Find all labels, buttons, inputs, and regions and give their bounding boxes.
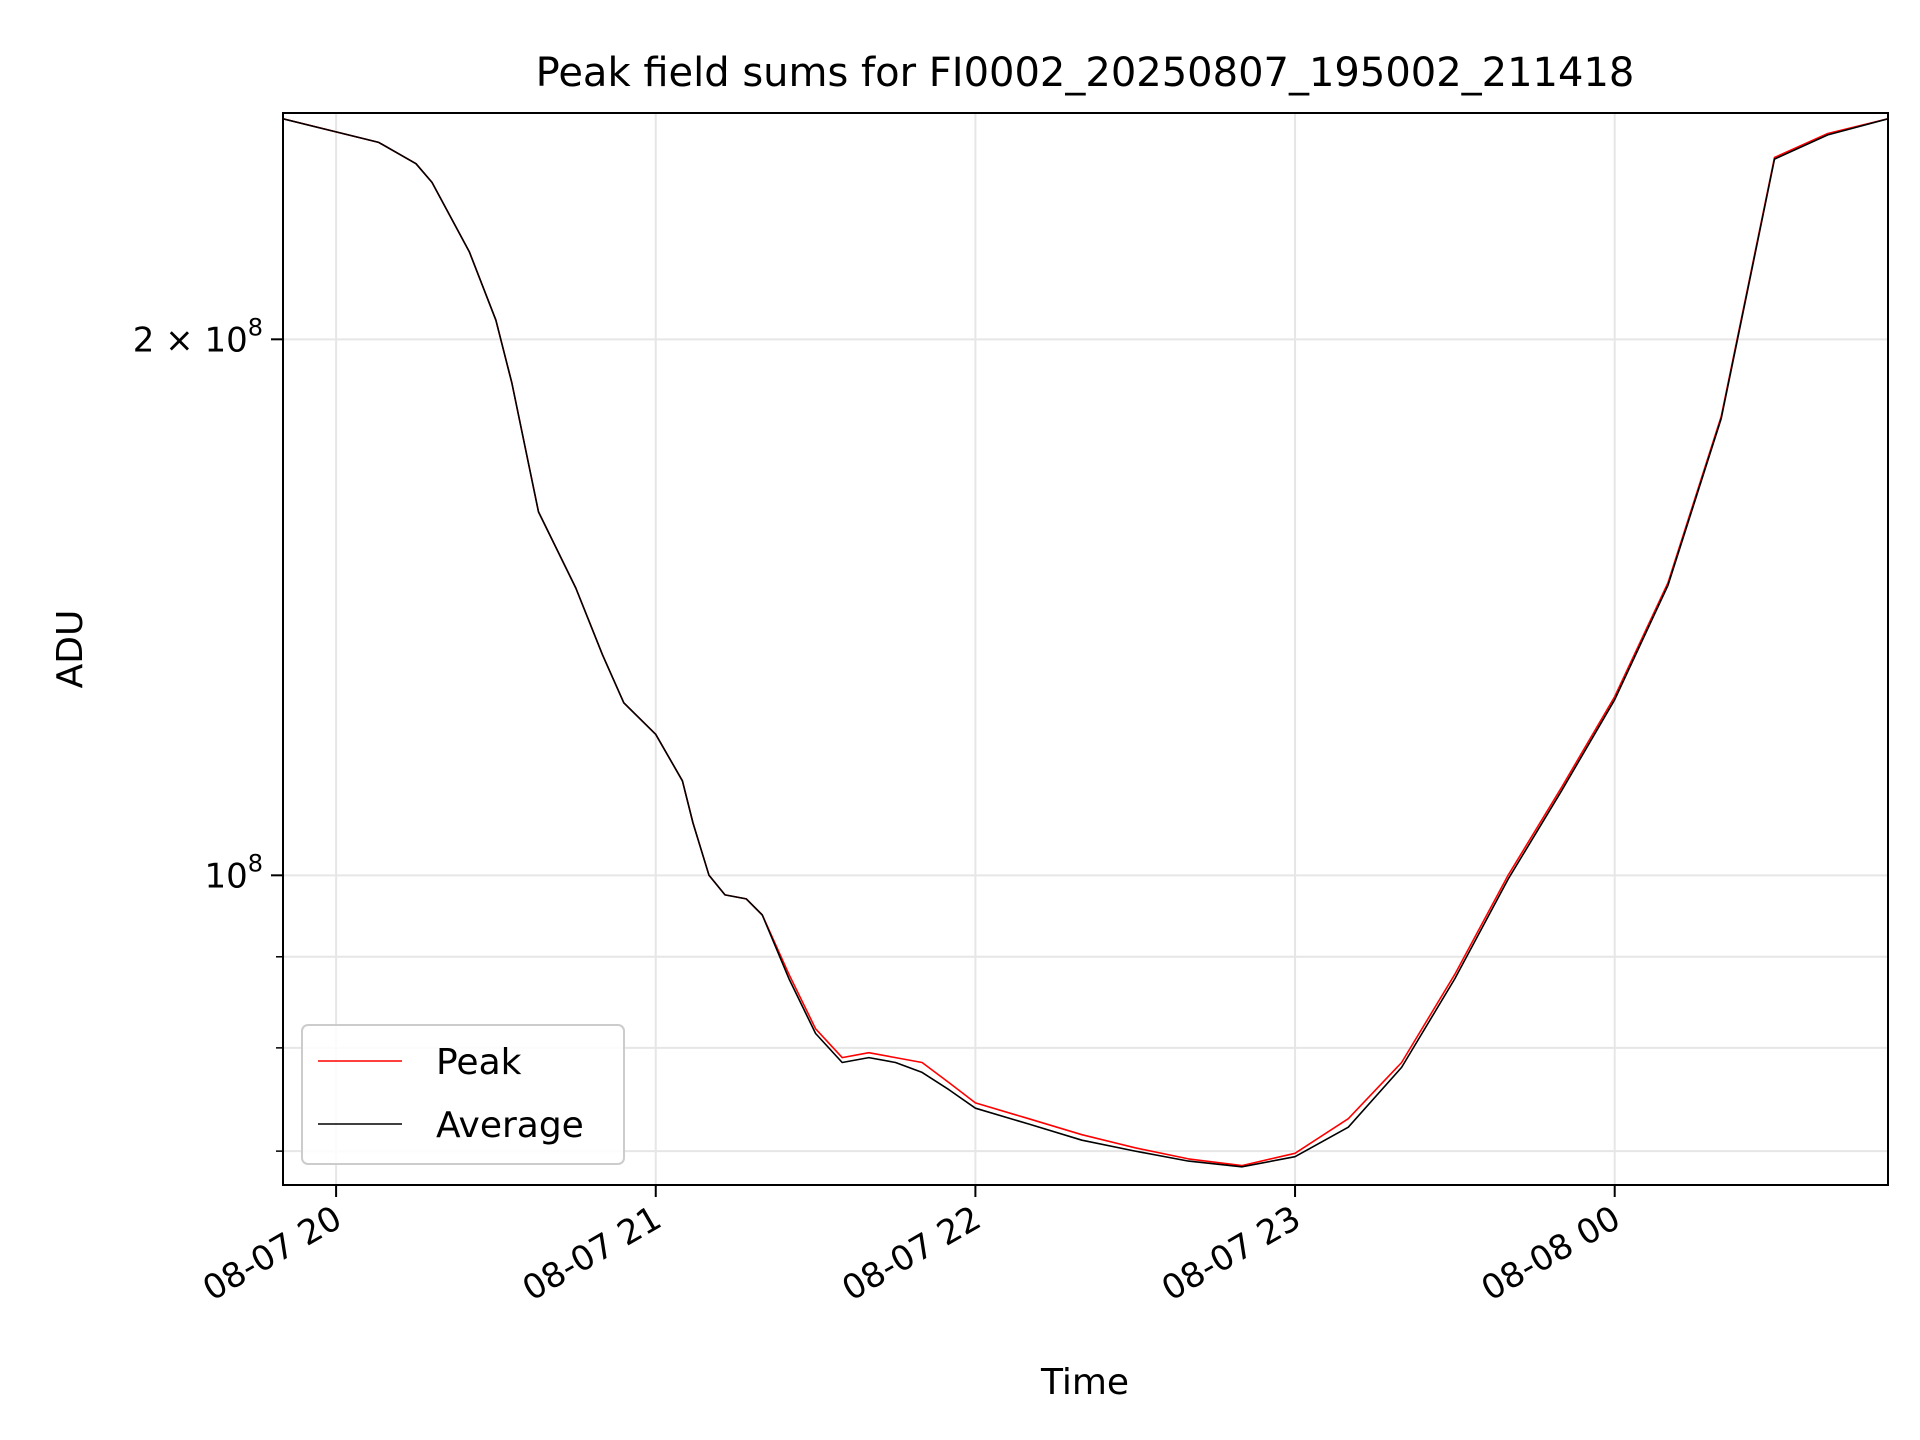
y-tick-label: 108: [204, 849, 263, 896]
series-layer: [283, 118, 1888, 1168]
chart-title: Peak field sums for FI0002_20250807_1950…: [536, 50, 1635, 96]
y-tick-label: 2 × 108: [133, 313, 263, 360]
x-axis-label: Time: [1040, 1362, 1129, 1403]
y-axis-ticks: 108 2 × 108: [133, 313, 283, 1152]
legend-box: [301, 1024, 625, 1165]
grid: [283, 113, 1888, 1185]
legend: Peak Average: [301, 1024, 625, 1165]
plot-frame: [282, 112, 1889, 1186]
series-line-average: [283, 118, 1888, 1168]
legend-label-peak: Peak: [436, 1042, 522, 1083]
y-axis-label: ADU: [50, 610, 91, 689]
legend-label-average: Average: [436, 1105, 584, 1146]
